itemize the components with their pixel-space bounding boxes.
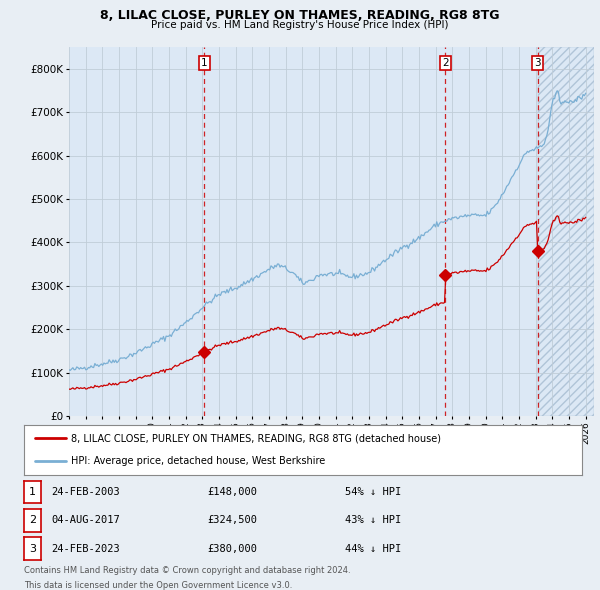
Text: 04-AUG-2017: 04-AUG-2017 bbox=[51, 516, 120, 525]
Text: HPI: Average price, detached house, West Berkshire: HPI: Average price, detached house, West… bbox=[71, 457, 326, 467]
Text: 8, LILAC CLOSE, PURLEY ON THAMES, READING, RG8 8TG: 8, LILAC CLOSE, PURLEY ON THAMES, READIN… bbox=[100, 9, 500, 22]
Text: This data is licensed under the Open Government Licence v3.0.: This data is licensed under the Open Gov… bbox=[24, 581, 292, 589]
Text: 3: 3 bbox=[535, 58, 541, 68]
Text: 2: 2 bbox=[29, 516, 36, 525]
Text: 1: 1 bbox=[29, 487, 36, 497]
Text: 24-FEB-2003: 24-FEB-2003 bbox=[51, 487, 120, 497]
Text: 54% ↓ HPI: 54% ↓ HPI bbox=[345, 487, 401, 497]
Text: £324,500: £324,500 bbox=[207, 516, 257, 525]
Text: £148,000: £148,000 bbox=[207, 487, 257, 497]
Text: 43% ↓ HPI: 43% ↓ HPI bbox=[345, 516, 401, 525]
Text: 24-FEB-2023: 24-FEB-2023 bbox=[51, 544, 120, 553]
Text: 2: 2 bbox=[442, 58, 449, 68]
Text: 1: 1 bbox=[201, 58, 208, 68]
Text: 3: 3 bbox=[29, 544, 36, 553]
Text: £380,000: £380,000 bbox=[207, 544, 257, 553]
Text: Price paid vs. HM Land Registry's House Price Index (HPI): Price paid vs. HM Land Registry's House … bbox=[151, 20, 449, 30]
Text: 8, LILAC CLOSE, PURLEY ON THAMES, READING, RG8 8TG (detached house): 8, LILAC CLOSE, PURLEY ON THAMES, READIN… bbox=[71, 433, 442, 443]
Text: 44% ↓ HPI: 44% ↓ HPI bbox=[345, 544, 401, 553]
Text: Contains HM Land Registry data © Crown copyright and database right 2024.: Contains HM Land Registry data © Crown c… bbox=[24, 566, 350, 575]
